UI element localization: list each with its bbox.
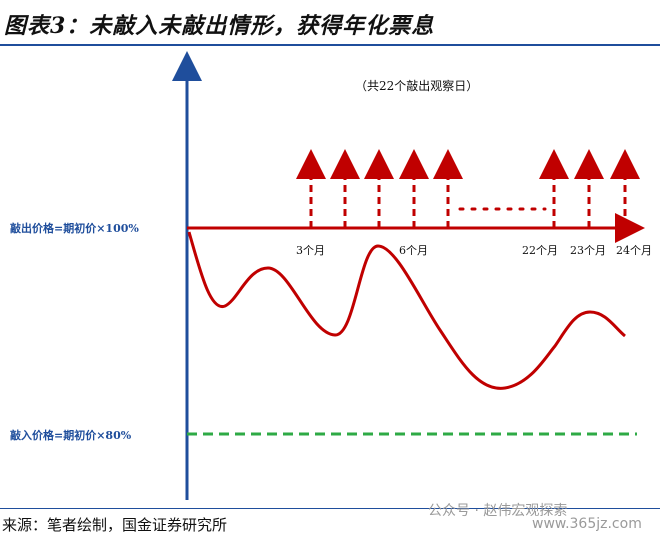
watermark-text: 公众号 · 赵伟宏观探索 [428,503,568,519]
watermark-url: www.365jz.com [532,516,642,532]
observation-note: （共22个敲出观察日） [355,78,478,93]
source-note: 来源：笔者绘制，国金证券研究所 [2,516,228,534]
footer-divider [0,508,660,509]
tick-label: 6个月 [399,244,428,257]
knock-in-label: 敲入价格=期初价×80% [10,428,132,442]
observation-arrows [296,149,640,228]
tick-label: 23个月 [570,244,606,257]
tick-label: 24个月 [616,244,652,257]
price-path [187,231,626,390]
tick-label: 22个月 [522,244,558,257]
knock-out-label: 敲出价格=期初价×100% [10,221,139,235]
figure-title: 图表3：未敲入未敲出情形，获得年化票息 [4,13,435,39]
tick-label: 3个月 [296,244,325,257]
title-divider [0,44,660,46]
